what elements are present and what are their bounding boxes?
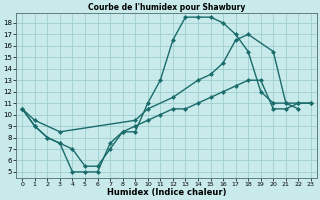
X-axis label: Humidex (Indice chaleur): Humidex (Indice chaleur) bbox=[107, 188, 226, 197]
Title: Courbe de l'humidex pour Shawbury: Courbe de l'humidex pour Shawbury bbox=[88, 3, 245, 12]
